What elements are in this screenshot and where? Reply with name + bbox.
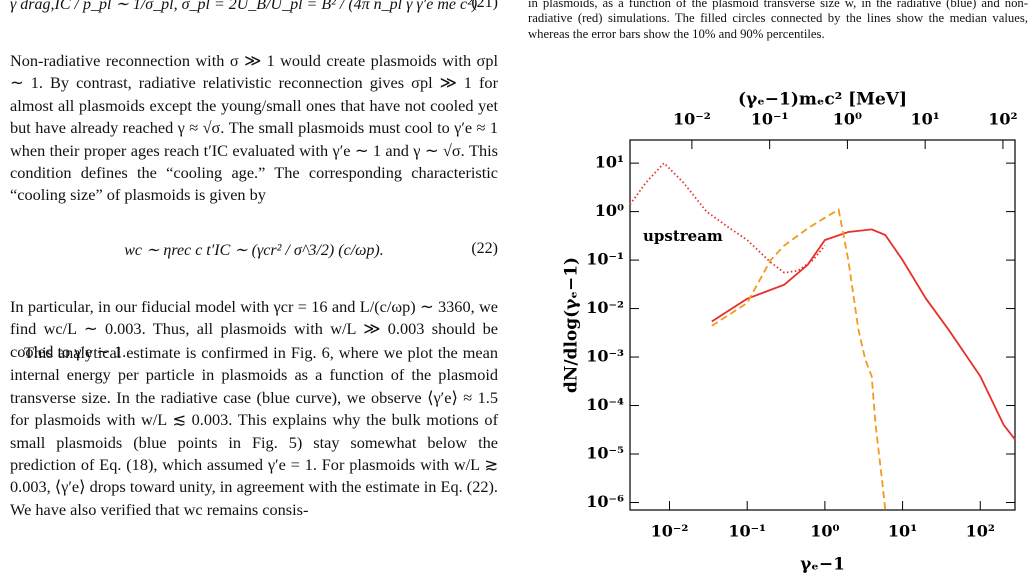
paragraph: Non-radiative reconnection with σ ≫ 1 wo… <box>10 50 498 207</box>
x2-tick-label: 10⁻¹ <box>751 110 789 129</box>
y-tick-label: 10⁻⁶ <box>586 492 624 511</box>
equation-number: (21) <box>471 0 498 11</box>
y-tick-label: 10⁻⁵ <box>586 444 624 463</box>
series-line <box>711 208 887 511</box>
x2-tick-label: 10⁻² <box>673 110 711 129</box>
equation-number: (22) <box>471 240 498 257</box>
equation: wc ∼ ηrec c t′IC ∼ (γcr² / σ^3/2) (c/ωp)… <box>124 242 384 259</box>
y-tick-label: 10¹ <box>595 153 624 172</box>
x-tick-label: 10² <box>966 522 995 541</box>
y-tick-label: 10⁻¹ <box>586 250 624 269</box>
chart: 10⁻² 10⁻¹ 10⁰ 10¹ 10² 10⁻² 10⁻¹ 10⁰ 10¹ 10² 10¹ 10⁰… <box>562 90 1018 575</box>
x2-axis-label: (γₑ−1)mₑc² [MeV] <box>738 90 907 110</box>
x2-tick-label: 10⁰ <box>833 110 862 129</box>
y-tick-label: 10⁻⁴ <box>586 395 624 414</box>
paragraph: This analytical estimate is confirmed in… <box>10 342 498 521</box>
y-tick-label: 10⁰ <box>595 201 624 220</box>
x-tick-label: 10⁻² <box>651 522 689 541</box>
plot-frame <box>629 139 1016 511</box>
equation-21: γ drag,IC / p_pl ∼ 1/σ_pl, σ_pl = 2U_B/U… <box>10 0 498 14</box>
x-tick-label: 10⁻¹ <box>728 522 766 541</box>
x-tick-label: 10⁰ <box>810 522 839 541</box>
x-tick-label: 10¹ <box>888 522 917 541</box>
equation: γ drag,IC / p_pl ∼ 1/σ_pl, σ_pl = 2U_B/U… <box>10 0 478 13</box>
x2-tick-label: 10¹ <box>911 110 940 129</box>
paragraph-text: This analytical estimate is confirmed in… <box>10 343 498 519</box>
series-line <box>629 161 826 274</box>
paragraph-text: Non-radiative reconnection with σ ≫ 1 wo… <box>10 51 498 205</box>
figure-caption: in plasmoids, as a function of the plasm… <box>528 0 1028 41</box>
annotation: upstream <box>643 227 723 245</box>
x-axis-label: γₑ−1 <box>800 555 845 575</box>
y-axis-label: dN/dlog(γₑ−1) <box>562 257 582 393</box>
paragraph-text: In particular, in our fiducial model wit… <box>10 297 498 361</box>
y-tick-label: 10⁻³ <box>586 347 624 366</box>
y-tick-label: 10⁻² <box>586 298 624 317</box>
series-line <box>711 228 1016 440</box>
paragraph: In particular, in our fiducial model wit… <box>10 296 498 363</box>
equation-22: wc ∼ ηrec c t′IC ∼ (γcr² / σ^3/2) (c/ωp)… <box>10 240 498 260</box>
x2-tick-label: 10² <box>988 110 1017 129</box>
